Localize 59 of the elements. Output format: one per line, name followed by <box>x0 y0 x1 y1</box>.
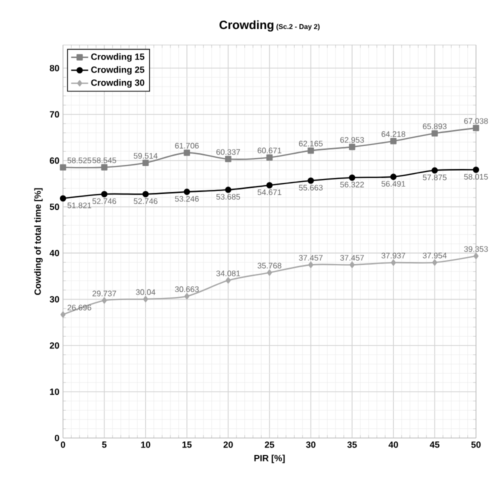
x-tick-label: 35 <box>347 442 357 448</box>
point <box>308 178 314 184</box>
point <box>184 188 190 195</box>
point <box>390 174 397 180</box>
y-tick-label: 80 <box>50 64 60 72</box>
y-tick-label: 30 <box>50 296 60 302</box>
point <box>390 138 397 144</box>
x-tick-label: 25 <box>264 442 274 448</box>
point <box>101 190 108 198</box>
y-tick-label: 10 <box>50 388 60 395</box>
x-tick-label: 50 <box>471 442 481 448</box>
y-tick-label: 40 <box>50 250 60 256</box>
point <box>390 259 396 266</box>
legend-label: Crowding 30 <box>91 79 144 88</box>
point <box>348 144 356 150</box>
x-tick-label: 40 <box>388 442 398 448</box>
point <box>102 297 107 304</box>
x-axis-title: PIR [%] <box>254 454 285 464</box>
point <box>184 150 190 156</box>
x-tick-label: 30 <box>306 442 316 448</box>
y-tick-label: 0 <box>54 434 60 442</box>
point <box>225 186 232 193</box>
x-tick-label: 45 <box>430 442 440 448</box>
x-tick-label: 20 <box>224 442 233 448</box>
y-tick-label: 20 <box>50 342 60 349</box>
point <box>101 164 108 170</box>
y-axis-title: Cowding of total time [%] <box>34 188 43 295</box>
y-tick-label: 50 <box>50 204 60 210</box>
point <box>266 269 272 276</box>
point <box>60 195 66 202</box>
point <box>308 147 314 154</box>
point <box>142 190 149 198</box>
x-tick-label: 15 <box>182 442 192 448</box>
point <box>60 311 66 318</box>
point <box>472 166 480 173</box>
point <box>432 167 438 174</box>
point <box>432 130 438 136</box>
point <box>60 164 66 171</box>
point <box>472 124 480 132</box>
point <box>226 277 231 284</box>
point <box>348 174 356 181</box>
point <box>184 293 190 300</box>
point <box>266 154 273 161</box>
x-tick-label: 5 <box>102 442 107 448</box>
y-tick-label: 60 <box>50 157 60 164</box>
chart-title: Crowding <box>220 20 274 32</box>
point <box>308 262 314 268</box>
x-tick-label: 0 <box>60 442 66 448</box>
point <box>473 252 479 260</box>
point <box>350 262 355 268</box>
point <box>142 160 149 166</box>
point <box>266 182 273 188</box>
point <box>143 296 148 302</box>
point <box>225 156 232 162</box>
x-tick-label: 10 <box>141 442 150 448</box>
legend-label: Crowding 25 <box>91 66 144 75</box>
legend-label: Crowding 15 <box>91 53 144 62</box>
y-tick-label: 70 <box>50 111 60 118</box>
point <box>432 259 438 266</box>
